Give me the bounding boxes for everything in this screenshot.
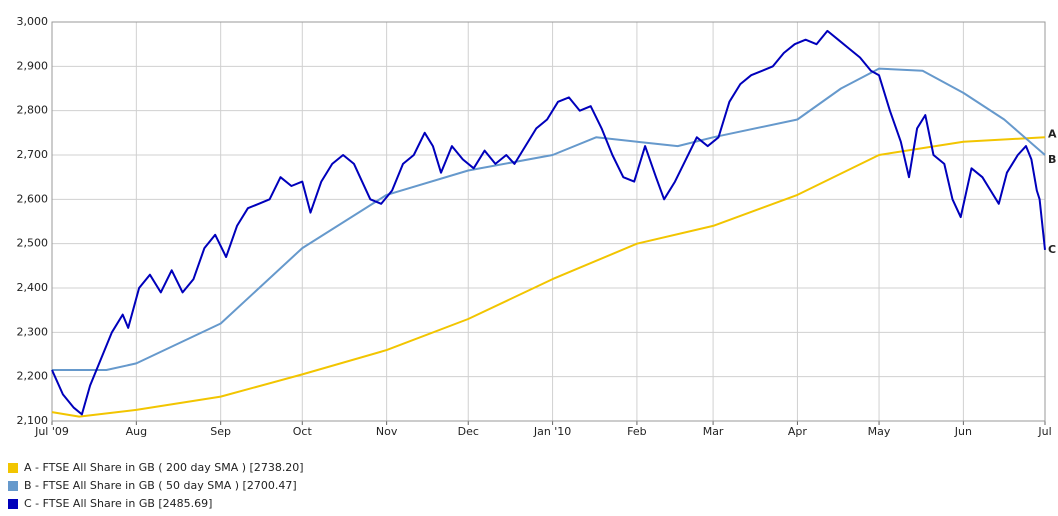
line-series xyxy=(52,67,1046,371)
plot-frame xyxy=(51,21,1046,422)
series-end-label: A xyxy=(1048,127,1057,140)
line-series xyxy=(51,136,1046,418)
y-tick-label: 2,300 xyxy=(17,325,49,338)
y-tick-label: 2,800 xyxy=(17,104,49,117)
x-tick-label: May xyxy=(868,425,891,438)
x-tick-label: Aug xyxy=(126,425,147,438)
x-tick-label: Nov xyxy=(376,425,398,438)
y-tick-label: 2,500 xyxy=(17,237,49,250)
x-tick-label: Dec xyxy=(458,425,479,438)
y-tick-label: 2,100 xyxy=(17,414,49,427)
x-tick-label: Oct xyxy=(293,425,313,438)
x-tick-label: Jul '09 xyxy=(34,425,69,438)
y-tick-label: 2,200 xyxy=(17,370,49,383)
line-series xyxy=(51,29,1046,416)
y-tick-label: 2,400 xyxy=(17,281,49,294)
legend-swatch xyxy=(8,499,18,509)
legend-label: B - FTSE All Share in GB ( 50 day SMA ) … xyxy=(24,479,297,492)
x-tick-label: Jun xyxy=(954,425,972,438)
legend-label: A - FTSE All Share in GB ( 200 day SMA )… xyxy=(24,461,304,474)
legend-swatch xyxy=(8,463,18,473)
y-tick-label: 2,700 xyxy=(17,148,49,161)
y-tick-label: 3,000 xyxy=(17,15,49,28)
x-tick-label: Jan '10 xyxy=(533,425,571,438)
x-tick-label: Mar xyxy=(703,425,724,438)
legend-label: C - FTSE All Share in GB [2485.69] xyxy=(24,497,212,510)
x-tick-label: Jul xyxy=(1037,425,1051,438)
x-tick-label: Feb xyxy=(627,425,646,438)
y-tick-label: 2,600 xyxy=(17,192,49,205)
x-tick-label: Sep xyxy=(210,425,231,438)
series-end-label: C xyxy=(1048,243,1056,256)
legend-swatch xyxy=(8,481,18,491)
series-end-label: B xyxy=(1048,153,1056,166)
y-tick-label: 2,900 xyxy=(17,59,49,72)
x-tick-label: Apr xyxy=(788,425,808,438)
